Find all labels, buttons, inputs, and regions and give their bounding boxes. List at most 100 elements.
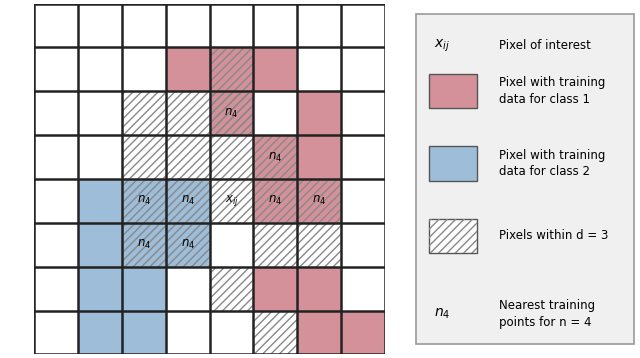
Bar (34, 47, 78, 91)
Bar (122, 91, 166, 135)
Bar (253, 179, 298, 223)
Bar (78, 310, 122, 354)
Bar (253, 223, 298, 267)
Bar (253, 4, 298, 47)
Bar (166, 179, 210, 223)
Text: Pixel with training
data for class 2: Pixel with training data for class 2 (499, 149, 605, 178)
Bar (298, 91, 341, 135)
Bar (122, 135, 166, 179)
Bar (253, 267, 298, 310)
Bar (429, 146, 477, 181)
Bar (210, 310, 253, 354)
Bar (298, 267, 341, 310)
Bar (210, 179, 253, 223)
Text: $n_4$: $n_4$ (268, 194, 282, 208)
Bar (166, 4, 210, 47)
Text: $n_4$: $n_4$ (225, 107, 239, 120)
Bar (341, 179, 385, 223)
Bar (341, 91, 385, 135)
Bar (253, 135, 298, 179)
Text: Pixels within d = 3: Pixels within d = 3 (499, 229, 608, 242)
Bar (122, 4, 166, 47)
Bar (122, 310, 166, 354)
Bar (429, 218, 477, 253)
Text: $n_4$: $n_4$ (180, 194, 195, 208)
Text: Pixel with training
data for class 1: Pixel with training data for class 1 (499, 76, 605, 106)
Bar (210, 91, 253, 135)
Bar (298, 267, 341, 310)
Text: $n_4$: $n_4$ (180, 238, 195, 251)
Bar (166, 91, 210, 135)
Bar (210, 179, 253, 223)
Bar (122, 223, 166, 267)
Bar (429, 74, 477, 108)
Bar (298, 179, 341, 223)
Text: Nearest training
points for n = 4: Nearest training points for n = 4 (499, 299, 595, 329)
Bar (78, 223, 122, 267)
Bar (210, 267, 253, 310)
Bar (34, 223, 78, 267)
Bar (122, 179, 166, 223)
Bar (122, 267, 166, 310)
Bar (210, 47, 253, 91)
Bar (298, 4, 341, 47)
Bar (298, 310, 341, 354)
Bar (298, 47, 341, 91)
Bar (122, 223, 166, 267)
Bar (341, 310, 385, 354)
Bar (429, 218, 477, 253)
Bar (341, 267, 385, 310)
Bar (34, 4, 78, 47)
Bar (253, 135, 298, 179)
Bar (341, 47, 385, 91)
Bar (122, 179, 166, 223)
Bar (341, 4, 385, 47)
Bar (166, 47, 210, 91)
Bar (166, 223, 210, 267)
Bar (78, 47, 122, 91)
Bar (166, 179, 210, 223)
Bar (298, 179, 341, 223)
Bar (166, 223, 210, 267)
Bar (166, 91, 210, 135)
Text: $x_{ij}$: $x_{ij}$ (225, 193, 239, 208)
Text: $n_4$: $n_4$ (137, 194, 151, 208)
Text: Pixel of interest: Pixel of interest (499, 39, 591, 52)
Bar (210, 267, 253, 310)
Bar (210, 91, 253, 135)
Bar (253, 310, 298, 354)
Text: $n_4$: $n_4$ (312, 194, 326, 208)
Text: $n_4$: $n_4$ (268, 150, 282, 164)
Bar (166, 47, 210, 91)
Bar (78, 135, 122, 179)
Bar (253, 310, 298, 354)
Bar (210, 135, 253, 179)
Bar (253, 179, 298, 223)
Bar (122, 223, 166, 267)
Text: $n_4$: $n_4$ (434, 307, 451, 321)
Text: $n_4$: $n_4$ (137, 238, 151, 251)
Bar (210, 47, 253, 91)
Bar (210, 135, 253, 179)
Bar (78, 91, 122, 135)
Bar (298, 135, 341, 179)
Text: $x_{ij}$: $x_{ij}$ (434, 38, 450, 54)
Bar (166, 310, 210, 354)
Bar (253, 47, 298, 91)
Bar (210, 91, 253, 135)
Bar (166, 179, 210, 223)
Bar (253, 135, 298, 179)
Bar (34, 267, 78, 310)
Bar (166, 223, 210, 267)
Bar (210, 91, 253, 135)
Bar (34, 310, 78, 354)
Bar (122, 135, 166, 179)
Bar (298, 135, 341, 179)
Bar (78, 179, 122, 223)
Bar (122, 223, 166, 267)
Bar (210, 223, 253, 267)
Bar (78, 310, 122, 354)
Bar (78, 4, 122, 47)
Bar (122, 310, 166, 354)
Bar (298, 223, 341, 267)
